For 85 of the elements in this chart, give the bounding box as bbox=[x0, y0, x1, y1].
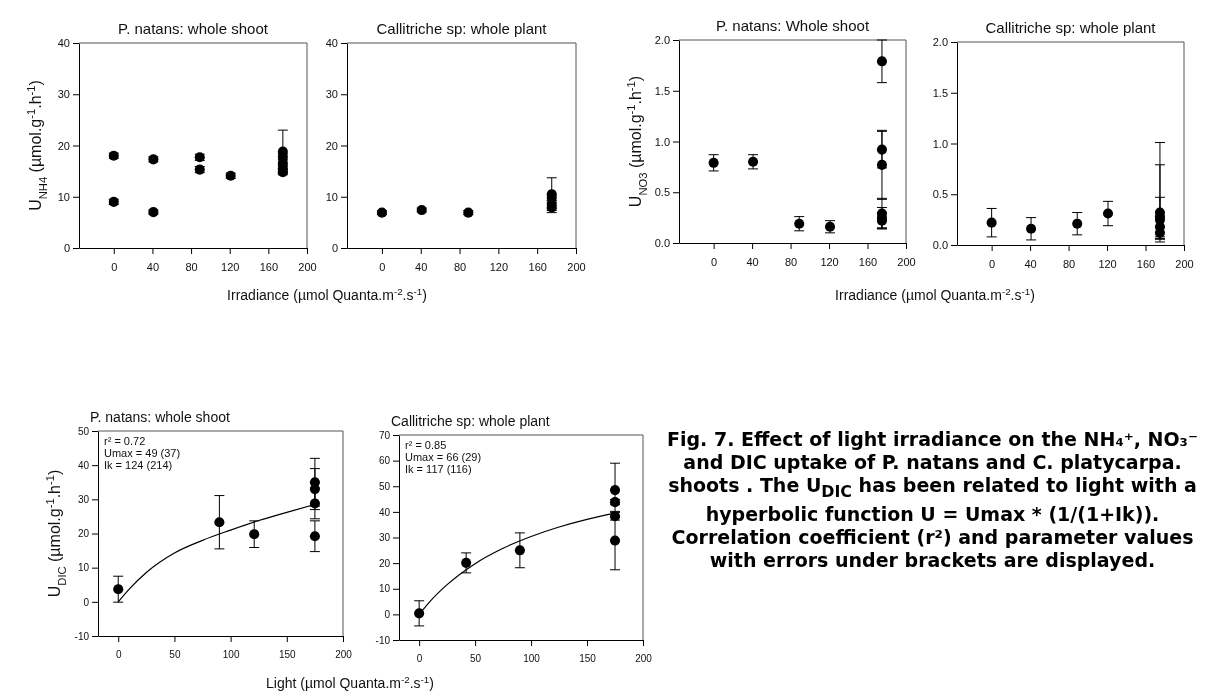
y-tick-label: 10 bbox=[325, 190, 338, 203]
y-tick-label: 10 bbox=[77, 562, 90, 574]
y-tick-label: 20 bbox=[57, 139, 70, 152]
chart-title: P. natans: whole shoot bbox=[118, 20, 269, 37]
x-tick-label: 150 bbox=[278, 649, 297, 660]
annotation: Ik = 117 (116) bbox=[405, 463, 472, 475]
x-tick-label: 120 bbox=[820, 256, 839, 269]
y-tick-label: 30 bbox=[325, 88, 338, 101]
x-tick-label: 80 bbox=[185, 261, 198, 274]
x-tick-label: 0 bbox=[416, 653, 423, 664]
x-tick-label: 200 bbox=[298, 261, 317, 274]
y-tick-label: 20 bbox=[77, 528, 90, 540]
y-tick-label: 0 bbox=[83, 596, 90, 608]
x-tick-label: 80 bbox=[453, 261, 467, 274]
x-tick-label: 0 bbox=[111, 261, 118, 274]
y-tick-label: 0.5 bbox=[654, 186, 670, 199]
chart-title: Callitriche sp: whole plant bbox=[391, 413, 550, 429]
x-axis-title: Irradiance (µmol Quanta.m$^{-2}$.s$^{-1}$) bbox=[227, 285, 427, 303]
y-tick-label: 0.0 bbox=[932, 239, 948, 252]
x-tick-label: 0 bbox=[711, 256, 718, 269]
x-tick-label: 40 bbox=[746, 256, 759, 269]
annotation: r² = 0.85 bbox=[405, 439, 447, 451]
text: Fig. 7. Effect of light irradiance on the NH₄⁺, NO₃⁻ and DIC uptake of P. natans and C. platycarpa. shoots . The U$_{DIC}$ has been related to light with a hyperbolic function U = Umax * (1/(1+Ik)). Correlation coefficient (r²) and parameter values with errors under brackets are displayed. bbox=[666, 428, 1199, 572]
x-tick-label: 40 bbox=[415, 261, 428, 274]
y-tick-label: 20 bbox=[325, 139, 338, 152]
x-tick-label: 120 bbox=[489, 261, 509, 274]
x-tick-label: 40 bbox=[146, 261, 160, 274]
x-tick-label: 80 bbox=[784, 256, 798, 269]
x-tick-label: 100 bbox=[523, 653, 541, 664]
x-tick-label: 200 bbox=[897, 256, 916, 269]
y-tick-label: 70 bbox=[378, 429, 391, 441]
x-tick-label: 150 bbox=[579, 653, 597, 664]
x-tick-label: 40 bbox=[1024, 258, 1037, 271]
y-tick-label: 30 bbox=[378, 532, 391, 544]
y-tick-label: 30 bbox=[57, 88, 70, 101]
y-tick-label: 2.0 bbox=[654, 34, 670, 47]
x-tick-label: 120 bbox=[221, 261, 240, 274]
annotation: Ik = 124 (214) bbox=[104, 459, 173, 471]
y-tick-label: 2.0 bbox=[932, 36, 948, 49]
x-tick-label: 120 bbox=[1098, 258, 1117, 271]
y-tick-label: 0.5 bbox=[932, 188, 948, 201]
x-tick-label: 200 bbox=[567, 261, 586, 274]
y-tick-label: 0 bbox=[384, 609, 391, 621]
x-tick-label: 200 bbox=[335, 649, 353, 660]
y-tick-label: 50 bbox=[77, 425, 90, 437]
y-tick-label: -10 bbox=[375, 634, 391, 646]
x-tick-label: 160 bbox=[259, 261, 279, 274]
y-tick-label: 60 bbox=[378, 455, 391, 467]
y-tick-label: 1.0 bbox=[654, 135, 670, 148]
x-axis-title: Light (µmol Quanta.m$^{-2}$.s$^{-1}$) bbox=[266, 673, 434, 691]
x-tick-label: 160 bbox=[858, 256, 878, 269]
y-tick-label: 0.0 bbox=[654, 237, 670, 250]
annotation: Umax = 49 (37) bbox=[104, 447, 181, 459]
y-tick-label: 40 bbox=[57, 37, 70, 50]
y-tick-label: -10 bbox=[74, 630, 90, 642]
chart-title: P. natans: Whole shoot bbox=[715, 17, 870, 34]
chart-title: P. natans: whole shoot bbox=[90, 409, 230, 425]
x-tick-label: 100 bbox=[222, 649, 240, 660]
y-tick-label: 1.5 bbox=[654, 84, 670, 97]
x-tick-label: 80 bbox=[1062, 258, 1076, 271]
x-tick-label: 50 bbox=[169, 649, 181, 660]
chart-title: Callitriche sp: whole plant bbox=[376, 20, 548, 37]
y-tick-label: 40 bbox=[378, 506, 391, 518]
y-tick-label: 0 bbox=[63, 242, 70, 255]
y-tick-label: 20 bbox=[378, 557, 391, 569]
x-tick-label: 50 bbox=[470, 653, 482, 664]
x-tick-label: 160 bbox=[1136, 258, 1156, 271]
x-tick-label: 200 bbox=[1175, 258, 1194, 271]
x-tick-label: 160 bbox=[528, 261, 547, 274]
y-tick-label: 10 bbox=[378, 583, 391, 595]
x-axis-title: Irradiance (µmol Quanta.m$^{-2}$.s$^{-1}$) bbox=[835, 285, 1035, 303]
y-tick-label: 1.5 bbox=[932, 86, 948, 99]
y-tick-label: 50 bbox=[378, 480, 391, 492]
x-tick-label: 0 bbox=[115, 649, 122, 660]
x-tick-label: 0 bbox=[989, 258, 996, 271]
y-tick-label: 1.0 bbox=[932, 137, 948, 150]
y-tick-label: 40 bbox=[77, 459, 90, 471]
y-tick-label: 30 bbox=[77, 494, 90, 506]
y-tick-label: 0 bbox=[331, 242, 338, 255]
y-tick-label: 40 bbox=[325, 37, 338, 50]
chart-title: Callitriche sp: whole plant bbox=[985, 19, 1157, 36]
y-tick-label: 10 bbox=[57, 190, 70, 203]
x-tick-label: 200 bbox=[635, 653, 653, 664]
annotation: r² = 0.72 bbox=[104, 435, 146, 447]
annotation: Umax = 66 (29) bbox=[405, 451, 482, 463]
